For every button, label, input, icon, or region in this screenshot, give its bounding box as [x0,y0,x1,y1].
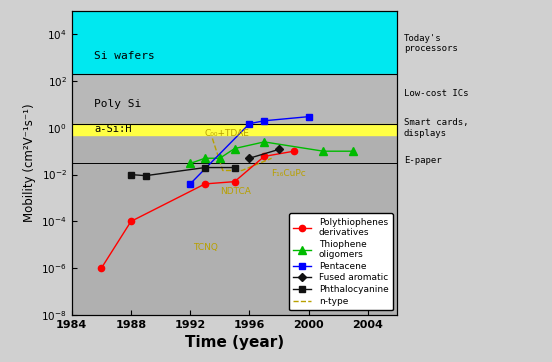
Text: E-paper: E-paper [404,156,442,165]
Thiophene
oligomers [201,156,208,160]
Text: Today's
processors: Today's processors [404,34,458,53]
Text: NDTCA: NDTCA [220,187,251,196]
Fused aromatic [246,156,253,160]
Pentacene [187,182,194,186]
Phthalocyanine [128,172,134,177]
Line: Polythiophenes
derivatives: Polythiophenes derivatives [98,148,297,271]
Line: Phthalocyanine: Phthalocyanine [128,164,238,179]
Line: Thiophene
oligomers: Thiophene oligomers [187,138,357,167]
Text: Low-cost ICs: Low-cost ICs [404,89,469,98]
Line: Fused aromatic: Fused aromatic [246,146,282,161]
Text: TCNQ: TCNQ [193,243,218,252]
Polythiophenes
derivatives [231,180,238,184]
X-axis label: Time (year): Time (year) [185,335,284,350]
Bar [72,11,397,74]
Thiophene
oligomers [350,149,357,153]
Thiophene
oligomers [187,161,194,165]
Text: Poly Si: Poly Si [94,100,141,109]
Y-axis label: Mobility (cm²V⁻¹s⁻¹): Mobility (cm²V⁻¹s⁻¹) [23,104,36,222]
n-type [268,156,275,160]
Polythiophenes
derivatives [128,219,134,224]
Polythiophenes
derivatives [261,154,268,159]
Bar [72,74,397,124]
n-type [238,168,245,173]
Pentacene [246,122,253,126]
Text: Si wafers: Si wafers [94,51,155,61]
Polythiophenes
derivatives [98,266,105,270]
n-type [220,168,226,173]
Thiophene
oligomers [261,140,268,144]
Text: C₀₀+TDAE: C₀₀+TDAE [205,130,250,139]
Text: a-Si:H: a-Si:H [94,125,131,134]
Phthalocyanine [231,165,238,170]
n-type [209,136,216,141]
Polythiophenes
derivatives [290,149,297,153]
Thiophene
oligomers [231,146,238,151]
Pentacene [261,119,268,123]
Phthalocyanine [142,173,149,178]
Line: n-type: n-type [213,139,272,171]
Line: Pentacene: Pentacene [187,114,312,187]
Polythiophenes
derivatives [201,182,208,186]
Legend: Polythiophenes
derivatives, Thiophene
oligomers, Pentacene, Fused aromatic, Phth: Polythiophenes derivatives, Thiophene ol… [289,213,393,311]
Fused aromatic [275,147,282,152]
Bar [72,124,397,135]
Pentacene [305,114,312,119]
Thiophene
oligomers [320,149,327,153]
Thiophene
oligomers [216,156,223,160]
Text: F₁₆CuPc: F₁₆CuPc [272,169,306,178]
Phthalocyanine [201,165,208,170]
Text: Smart cards,
displays: Smart cards, displays [404,118,469,138]
